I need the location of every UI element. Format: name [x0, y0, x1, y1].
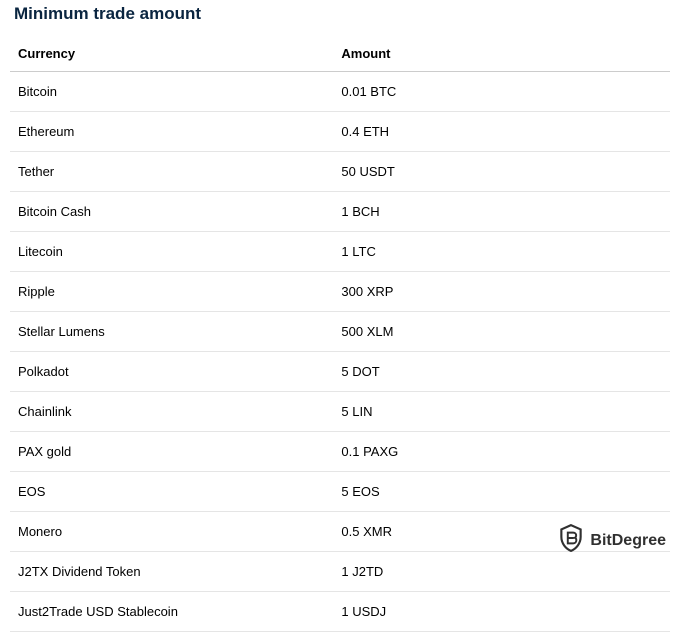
- cell-amount: 500 XLM: [333, 312, 670, 352]
- table-row: Litecoin1 LTC: [10, 232, 670, 272]
- table-row: Tether50 USDT: [10, 152, 670, 192]
- table-row: Just2Trade USD Stablecoin1 USDJ: [10, 592, 670, 632]
- table-row: Bitcoin0.01 BTC: [10, 72, 670, 112]
- bitdegree-shield-icon: [558, 523, 584, 558]
- cell-amount: 0.01 BTC: [333, 72, 670, 112]
- cell-currency: Chainlink: [10, 392, 333, 432]
- column-header-amount: Amount: [333, 34, 670, 72]
- table-header-row: Currency Amount: [10, 34, 670, 72]
- cell-currency: Stellar Lumens: [10, 312, 333, 352]
- table-row: PAX gold0.1 PAXG: [10, 432, 670, 472]
- cell-currency: Just2Trade USD Stablecoin: [10, 592, 333, 632]
- cell-amount: 50 USDT: [333, 152, 670, 192]
- column-header-currency: Currency: [10, 34, 333, 72]
- cell-currency: Litecoin: [10, 232, 333, 272]
- cell-amount: 5 DOT: [333, 352, 670, 392]
- table-row: Bitcoin Cash1 BCH: [10, 192, 670, 232]
- cell-amount: 1 USDJ: [333, 592, 670, 632]
- cell-currency: Bitcoin Cash: [10, 192, 333, 232]
- cell-amount: 300 XRP: [333, 272, 670, 312]
- cell-amount: 5 LIN: [333, 392, 670, 432]
- cell-currency: J2TX Dividend Token: [10, 552, 333, 592]
- cell-amount: 0.4 ETH: [333, 112, 670, 152]
- cell-currency: Polkadot: [10, 352, 333, 392]
- watermark-text: BitDegree: [590, 532, 666, 550]
- cell-amount: 5 EOS: [333, 472, 670, 512]
- cell-currency: EOS: [10, 472, 333, 512]
- table-row: Ethereum0.4 ETH: [10, 112, 670, 152]
- table-row: Chainlink5 LIN: [10, 392, 670, 432]
- cell-amount: 1 LTC: [333, 232, 670, 272]
- cell-currency: Ripple: [10, 272, 333, 312]
- cell-amount: 0.1 PAXG: [333, 432, 670, 472]
- page-title: Minimum trade amount: [10, 4, 670, 24]
- table-row: EOS5 EOS: [10, 472, 670, 512]
- cell-currency: Ethereum: [10, 112, 333, 152]
- cell-currency: Tether: [10, 152, 333, 192]
- table-row: Polkadot5 DOT: [10, 352, 670, 392]
- cell-amount: 1 BCH: [333, 192, 670, 232]
- watermark: BitDegree: [558, 523, 666, 558]
- table-row: Ripple300 XRP: [10, 272, 670, 312]
- cell-currency: PAX gold: [10, 432, 333, 472]
- cell-currency: Monero: [10, 512, 333, 552]
- table-row: Stellar Lumens500 XLM: [10, 312, 670, 352]
- cell-currency: Bitcoin: [10, 72, 333, 112]
